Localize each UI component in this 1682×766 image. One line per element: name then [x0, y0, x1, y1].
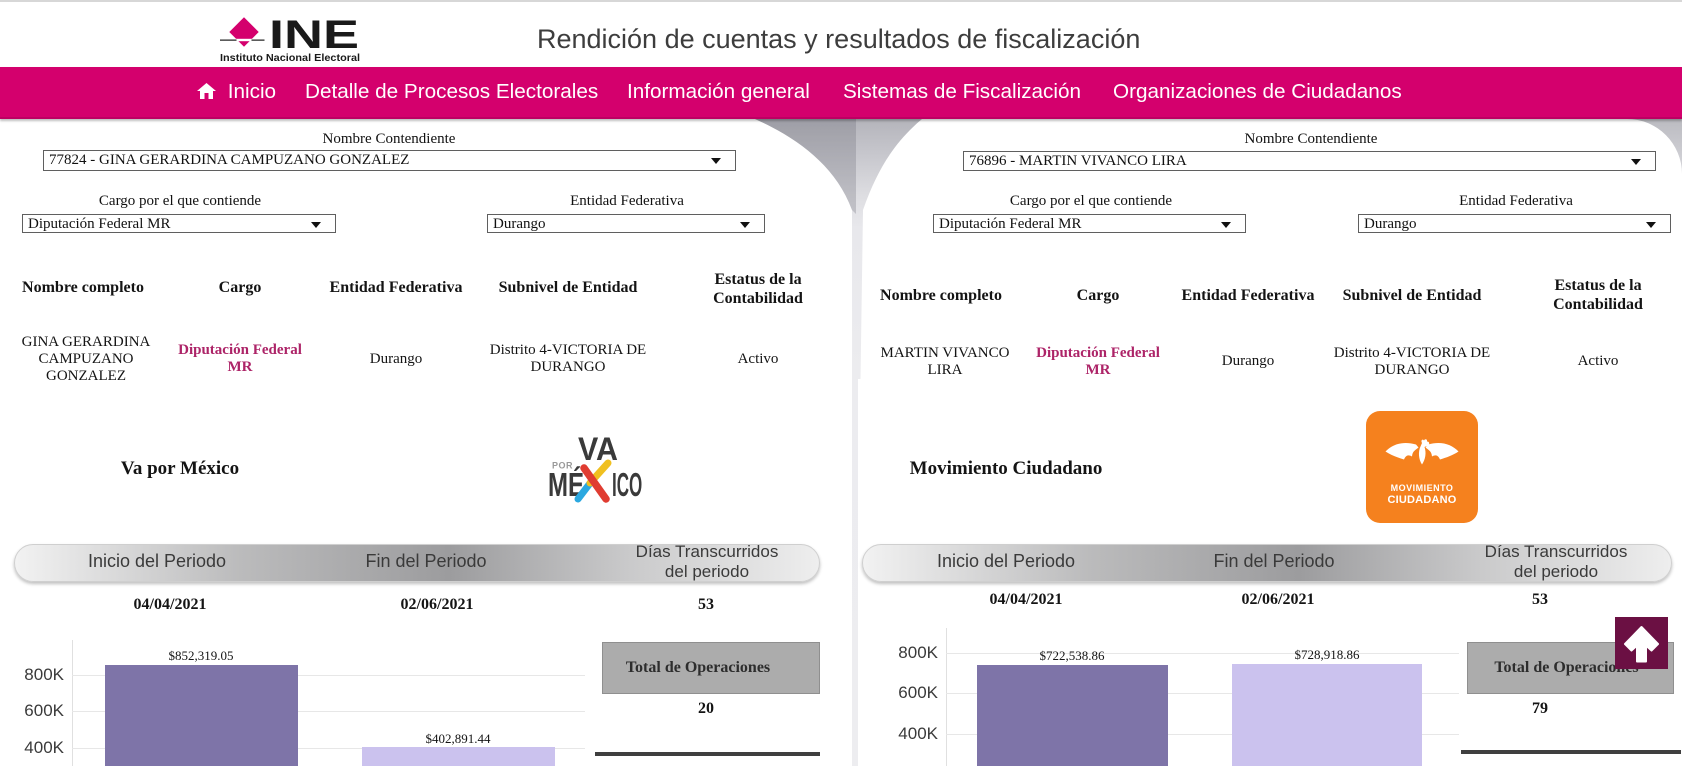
- svg-text:INE: INE: [269, 13, 359, 57]
- svg-text:Instituto Nacional Electoral: Instituto Nacional Electoral: [220, 52, 360, 62]
- svg-text:ICO: ICO: [612, 467, 642, 504]
- svg-text:MOVIMIENTO: MOVIMIENTO: [1391, 483, 1454, 493]
- svg-text:CIUDADANO: CIUDADANO: [1387, 494, 1456, 506]
- svg-text:VA: VA: [578, 434, 618, 467]
- svg-text:POR: POR: [552, 461, 573, 471]
